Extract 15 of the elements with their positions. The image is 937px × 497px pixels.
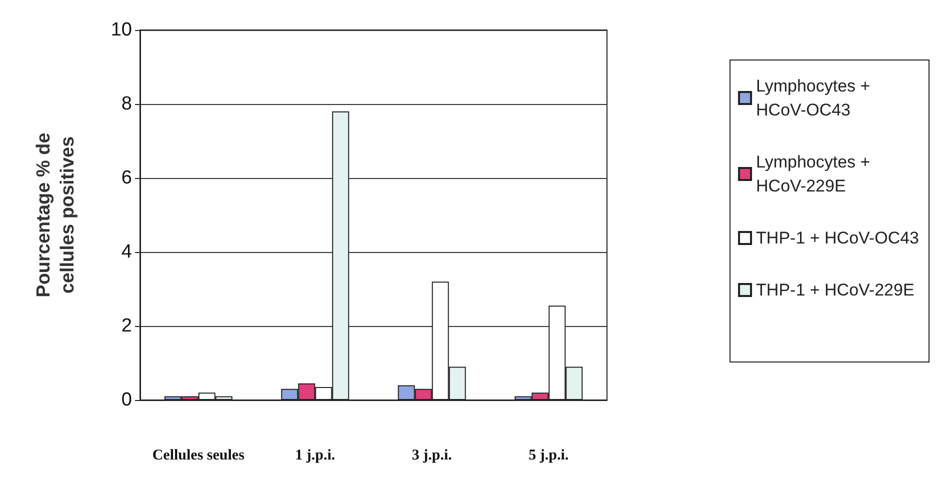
legend-label: THP-1 + HCoV-229E <box>756 280 914 300</box>
y-tick-label: 0 <box>121 390 132 410</box>
y-tick-label: 4 <box>121 242 132 262</box>
legend-label: THP-1 + HCoV-OC43 <box>756 228 920 248</box>
y-axis-title: Pourcentage % de cellules positives <box>34 132 78 298</box>
x-tick-label: 3 j.p.i. <box>412 448 452 464</box>
y-tick-label: 6 <box>121 168 132 188</box>
y-tick-label: 2 <box>121 316 132 336</box>
x-tick-label: Cellules seules <box>152 448 245 464</box>
legend-label: Lymphocytes + HCoV-229E <box>756 152 870 196</box>
y-tick-label: 8 <box>121 94 132 114</box>
legend-label: Lymphocytes + HCoV-OC43 <box>756 76 870 120</box>
x-tick-label: 5 j.p.i. <box>528 448 569 464</box>
x-tick-label: 1 j.p.i. <box>295 448 336 464</box>
y-tick-label: 10 <box>110 20 132 40</box>
